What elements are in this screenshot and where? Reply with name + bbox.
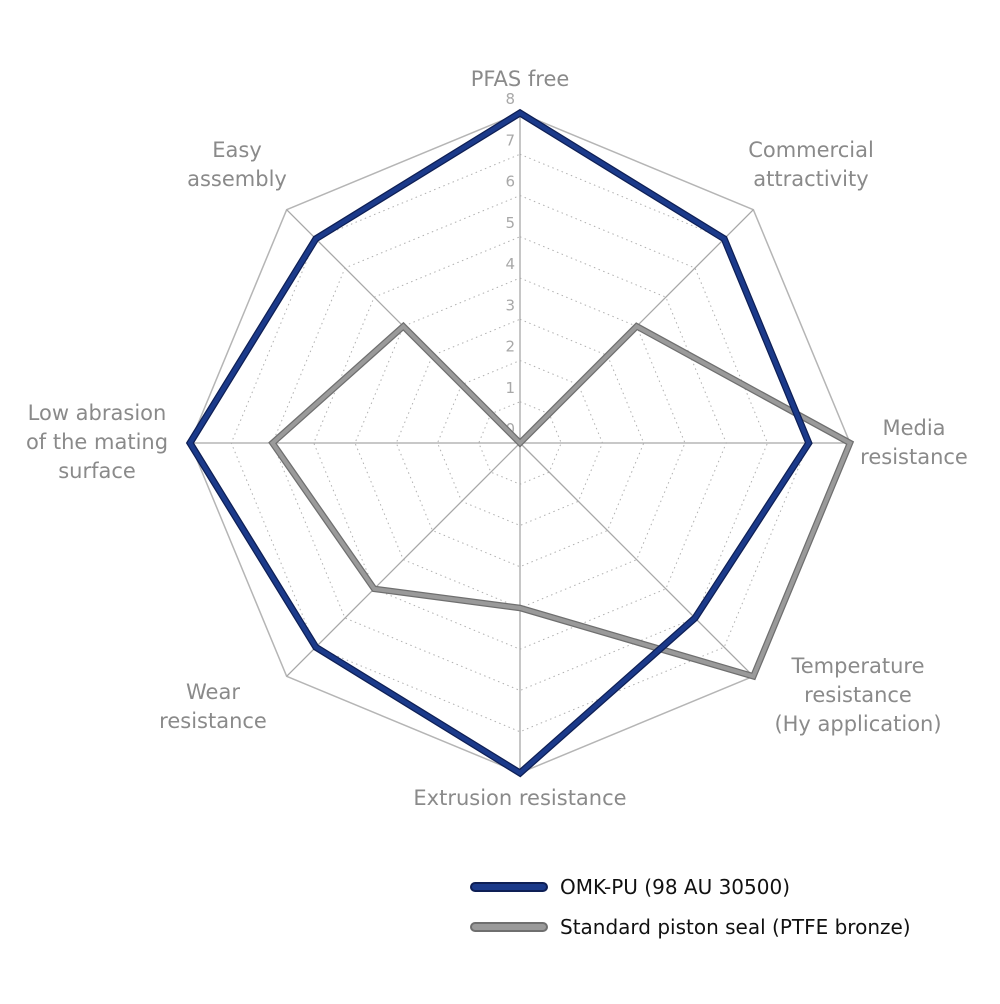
axis-label-4-line-2: resistance bbox=[804, 683, 912, 707]
axis-label-4-line-3: (Hy application) bbox=[774, 712, 941, 736]
axis-label-5-line-1: Extrusion resistance bbox=[413, 786, 626, 810]
axis-label-6: Wear resistance bbox=[159, 680, 267, 733]
axis-label-7: Low abrasion of the mating surface bbox=[26, 401, 168, 483]
legend: OMK-PU (98 AU 30500) Standard piston sea… bbox=[470, 872, 990, 952]
axis-label-4-line-1: Temperature bbox=[790, 654, 924, 678]
axis-label-6-line-1: Wear bbox=[186, 680, 240, 704]
axis-label-5: Extrusion resistance bbox=[413, 786, 626, 810]
legend-item-standard-seal: Standard piston seal (PTFE bronze) bbox=[470, 912, 990, 942]
axis-label-7-line-3: surface bbox=[58, 459, 136, 483]
tick-label-1: 1 bbox=[505, 379, 515, 397]
axis-label-1: PFAS free bbox=[471, 67, 570, 91]
legend-label-standard-seal: Standard piston seal (PTFE bronze) bbox=[560, 915, 911, 939]
grid-ring-3 bbox=[395, 318, 645, 568]
axis-label-4: Temperature resistance (Hy application) bbox=[774, 654, 941, 736]
axis-label-8-line-2: assembly bbox=[187, 167, 287, 191]
axis-label-2-line-1: Commercial bbox=[748, 138, 874, 162]
legend-label-omk-pu: OMK-PU (98 AU 30500) bbox=[560, 875, 790, 899]
axis-label-2-line-2: attractivity bbox=[753, 167, 868, 191]
axis-label-8-line-1: Easy bbox=[212, 138, 262, 162]
tick-label-7: 7 bbox=[505, 131, 515, 149]
legend-item-omk-pu: OMK-PU (98 AU 30500) bbox=[470, 872, 990, 902]
axis-spoke-4 bbox=[519, 442, 754, 677]
tick-label-6: 6 bbox=[505, 173, 515, 191]
tick-label-2: 2 bbox=[505, 338, 515, 356]
tick-label-4: 4 bbox=[505, 255, 515, 273]
tick-label-5: 5 bbox=[505, 214, 515, 232]
tick-label-3: 3 bbox=[505, 296, 515, 314]
axis-spoke-6 bbox=[286, 442, 521, 677]
legend-swatch-omk-pu bbox=[470, 882, 548, 892]
axis-label-3-line-2: resistance bbox=[860, 445, 968, 469]
axis-label-3: Media resistance bbox=[860, 416, 968, 469]
axis-label-7-line-2: of the mating bbox=[26, 430, 168, 454]
axis-label-3-line-1: Media bbox=[882, 416, 945, 440]
axis-label-2: Commercial attractivity bbox=[748, 138, 874, 191]
grid-ring-2 bbox=[436, 359, 604, 527]
series-line-standard-seal bbox=[269, 323, 853, 679]
axis-label-8: Easy assembly bbox=[187, 138, 287, 191]
tick-label-8: 8 bbox=[505, 90, 515, 108]
series-outline-standard-seal bbox=[268, 321, 855, 681]
axis-label-1-line-1: PFAS free bbox=[471, 67, 570, 91]
axis-label-6-line-2: resistance bbox=[159, 709, 267, 733]
legend-swatch-standard-seal bbox=[470, 922, 548, 932]
series-line-omk-pu bbox=[187, 110, 812, 776]
axis-label-7-line-1: Low abrasion bbox=[28, 401, 167, 425]
